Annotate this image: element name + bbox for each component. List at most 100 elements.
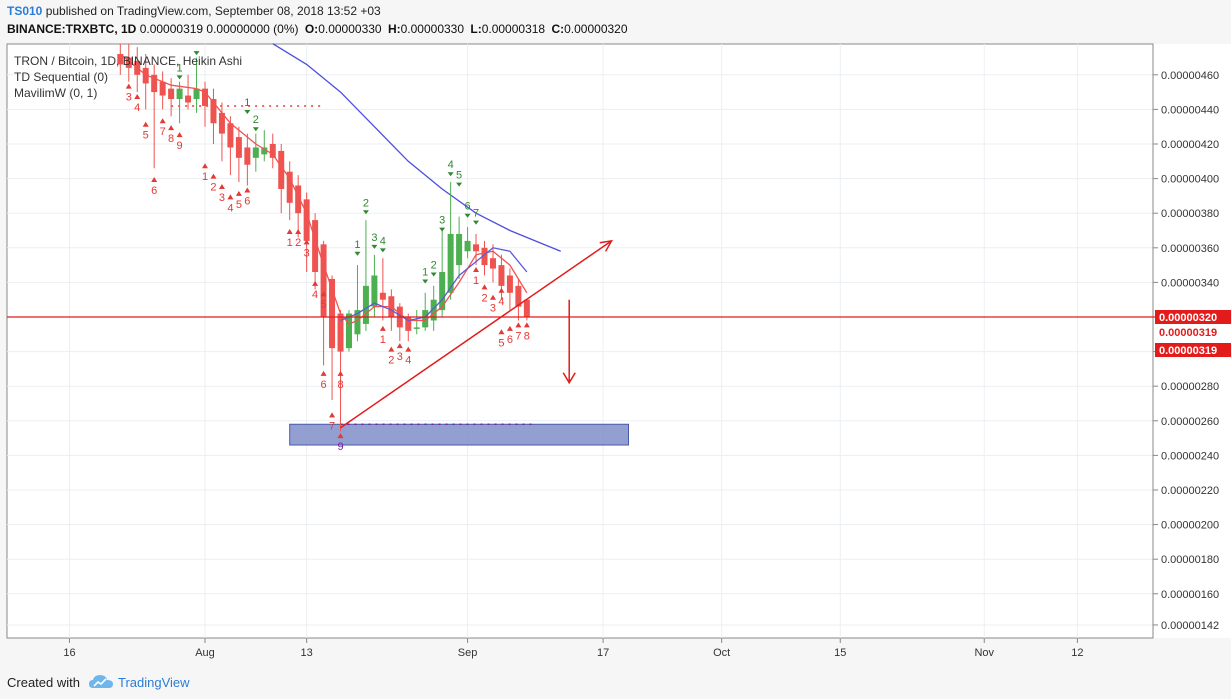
candle-down[interactable]: [523, 299, 530, 317]
candle-down[interactable]: [515, 285, 522, 307]
high-label: H:: [387, 22, 401, 36]
td-up-count: 6: [465, 201, 471, 213]
x-tick-label: 17: [597, 647, 609, 659]
candle-down[interactable]: [320, 244, 327, 317]
candle-up[interactable]: [447, 233, 454, 293]
x-tick-label: 13: [301, 647, 313, 659]
td-down-count: 4: [312, 289, 318, 301]
candle-down[interactable]: [168, 88, 175, 100]
y-tick-label: 0.00000400: [1161, 174, 1219, 186]
open-label: O:: [304, 22, 319, 36]
legend-mavilimw[interactable]: MavilimW (0, 1): [14, 86, 98, 100]
candle-down[interactable]: [159, 81, 166, 96]
candle-down[interactable]: [286, 171, 293, 203]
candle-up[interactable]: [252, 147, 259, 158]
candle-down[interactable]: [498, 265, 505, 286]
candle-down[interactable]: [473, 244, 480, 252]
td-down-count: 4: [498, 296, 504, 308]
plot-background[interactable]: [6, 43, 1154, 639]
td-down-count: 6: [151, 185, 157, 197]
candle-up[interactable]: [354, 310, 361, 335]
candle-down[interactable]: [295, 185, 302, 214]
candle-down[interactable]: [185, 95, 192, 103]
y-tick-label: 0.00000142: [1161, 620, 1219, 632]
candle-up[interactable]: [362, 285, 369, 324]
candle-up[interactable]: [456, 233, 463, 266]
candle-down[interactable]: [210, 99, 217, 124]
td-down-count: 3: [490, 303, 496, 315]
legend-td-sequential[interactable]: TD Sequential (0): [14, 70, 109, 84]
candle-up[interactable]: [413, 327, 420, 329]
price-tag-2-text: 0.00000319: [1159, 327, 1217, 339]
td-up-triangle: [447, 172, 454, 177]
td-down-triangle: [481, 284, 488, 290]
candle-down[interactable]: [312, 220, 319, 273]
candle-down[interactable]: [337, 313, 344, 352]
candle-up[interactable]: [176, 88, 183, 100]
td-up-count: 1: [422, 266, 428, 278]
candle-down[interactable]: [244, 147, 251, 165]
mavilim-line-blue[interactable]: [340, 247, 528, 322]
y-tick-label: 0.00000440: [1161, 104, 1219, 116]
ohlc-line: BINANCE:TRXBTC, 1D 0.00000319 0.00000000…: [7, 22, 631, 36]
td-down-count: 3: [304, 247, 310, 259]
legend-title[interactable]: TRON / Bitcoin, 1D, BINANCE, Heikin Ashi: [14, 54, 243, 68]
x-tick-label: Nov: [974, 647, 994, 659]
candle-down[interactable]: [506, 275, 513, 293]
author-name[interactable]: TS010: [7, 4, 43, 18]
candle-up[interactable]: [464, 240, 471, 252]
footer: Created with TradingView: [0, 668, 1231, 699]
td-up-triangle: [362, 210, 369, 215]
td-down-triangle: [489, 294, 496, 300]
chart-area[interactable]: 0.00000460 0.00000440 0.00000420 0.00000400…: [0, 40, 1231, 668]
current-price-tag-text: 0.00000320: [1159, 312, 1217, 324]
candle-down[interactable]: [405, 317, 412, 331]
slow-ma-line[interactable]: [272, 43, 561, 252]
candle-down[interactable]: [235, 137, 242, 158]
candle-down[interactable]: [227, 123, 234, 148]
td-up-triangle: [379, 248, 386, 253]
td-up-triangle: [473, 220, 480, 225]
td-down-triangle: [286, 228, 293, 234]
candle-up[interactable]: [439, 272, 446, 311]
candle-down[interactable]: [151, 74, 158, 93]
candle-down[interactable]: [218, 112, 225, 134]
candle-down[interactable]: [202, 88, 208, 106]
candle-up[interactable]: [345, 313, 352, 349]
trendline[interactable]: [340, 240, 612, 429]
td-up-triangle: [464, 213, 471, 218]
candle-up[interactable]: [193, 88, 200, 100]
candle-down[interactable]: [269, 144, 276, 158]
td-down-count: 5: [143, 130, 149, 142]
td-down-triangle: [405, 346, 412, 352]
candle-down[interactable]: [481, 247, 488, 266]
y-tick-label: 0.00000220: [1161, 485, 1219, 497]
tradingview-brand-link[interactable]: TradingView: [118, 675, 190, 690]
td-up-count: 4: [380, 235, 386, 247]
candle-up[interactable]: [430, 299, 437, 321]
td-up-triangle: [439, 227, 446, 232]
symbol-interval: BINANCE:TRXBTC, 1D: [7, 22, 137, 36]
candle-down[interactable]: [117, 54, 124, 65]
td-down-triangle: [337, 370, 344, 376]
candle-down[interactable]: [125, 57, 132, 68]
y-tick-label: 0.00000460: [1161, 70, 1219, 82]
chart-legend: TRON / Bitcoin, 1D, BINANCE, Heikin Ashi…: [14, 53, 242, 101]
td-down-count: 3: [397, 351, 403, 363]
td-up-count: 1: [354, 239, 360, 251]
candle-down[interactable]: [329, 278, 336, 349]
candle-up[interactable]: [261, 147, 268, 155]
support-zone-box[interactable]: [289, 423, 629, 446]
chart-svg[interactable]: 0.00000460 0.00000440 0.00000420 0.00000400…: [0, 40, 1231, 668]
candle-down[interactable]: [303, 199, 310, 241]
candle-down[interactable]: [278, 150, 285, 189]
td-down-triangle: [134, 94, 141, 100]
candle-down[interactable]: [379, 292, 386, 300]
td-down-triangle: [159, 118, 166, 124]
candle-up[interactable]: [371, 275, 378, 307]
candle-up[interactable]: [422, 310, 429, 328]
candle-down[interactable]: [142, 67, 149, 84]
candle-down[interactable]: [489, 258, 496, 269]
price-axis-background[interactable]: [1153, 44, 1231, 638]
td-up-triangle: [456, 182, 463, 187]
